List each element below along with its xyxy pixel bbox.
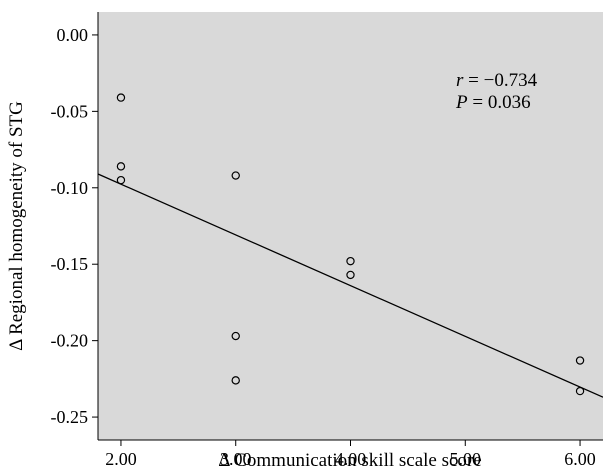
x-axis-ticks: 2.00 3.00 4.00 5.00 6.00 [105, 440, 596, 469]
y-tick-label: -0.10 [51, 178, 89, 198]
y-tick-label: -0.25 [51, 407, 89, 427]
plot-area [98, 12, 603, 440]
data-points [116, 93, 585, 396]
x-tick-label: 4.00 [335, 449, 367, 468]
y-axis-label: Δ Regional homogeneity of STG [6, 101, 27, 351]
data-point [231, 331, 240, 341]
data-point [231, 171, 240, 180]
r-value: = −0.734 [463, 70, 537, 91]
x-tick-label: 6.00 [564, 449, 596, 468]
p-symbol: P [455, 92, 468, 113]
data-point [116, 162, 126, 171]
y-tick-label: -0.15 [51, 254, 89, 274]
y-tick-label: 0.00 [57, 25, 89, 45]
x-tick-label: 3.00 [220, 449, 252, 468]
y-tick-label: -0.20 [51, 331, 89, 351]
x-tick-label: 5.00 [450, 449, 482, 468]
y-tick-label: -0.05 [51, 101, 89, 121]
data-point [231, 376, 240, 385]
data-point [575, 386, 585, 396]
y-axis-ticks: 0.00 -0.05 -0.10 -0.15 -0.20 -0.25 [51, 25, 98, 427]
data-point [116, 93, 126, 102]
p-annotation: P = 0.036 [455, 92, 531, 113]
p-value: = 0.036 [468, 92, 531, 113]
data-point [575, 356, 585, 365]
r-annotation: r = −0.734 [456, 70, 538, 91]
regression-line [97, 173, 603, 398]
r-symbol: r [456, 70, 464, 91]
data-point [346, 270, 355, 280]
data-point [116, 175, 126, 185]
x-tick-label: 2.00 [105, 449, 137, 468]
x-axis-label: Δ Communication skill scale score [218, 450, 481, 468]
data-point [346, 256, 355, 266]
